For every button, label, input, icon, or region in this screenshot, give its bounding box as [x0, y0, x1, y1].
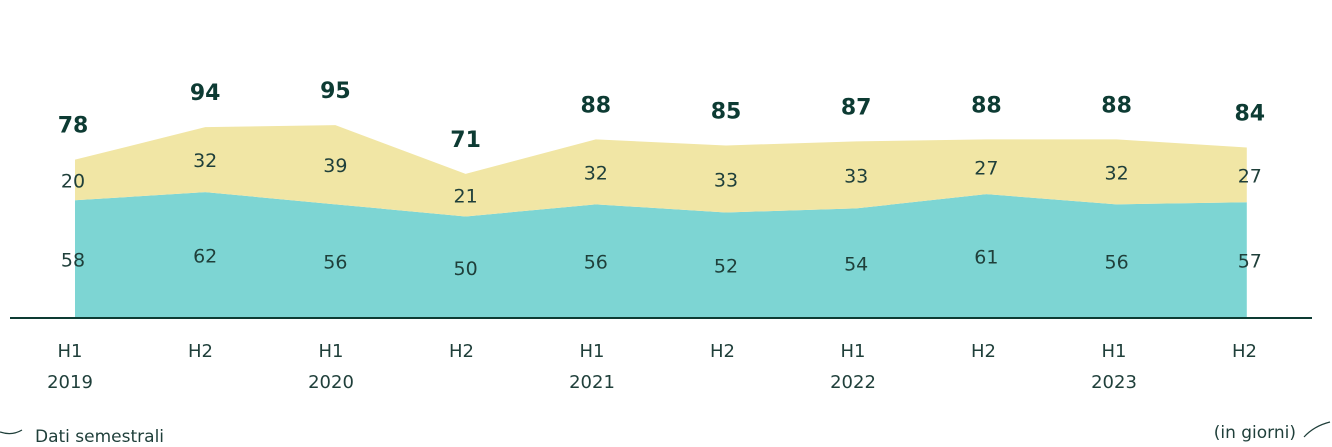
value-label: 58: [61, 250, 85, 272]
total-label: 88: [580, 93, 611, 118]
x-tick-label: 2023: [1091, 372, 1137, 393]
x-tick-label: H1: [841, 341, 866, 362]
x-tick-label: 2022: [830, 372, 876, 393]
x-tick-label: 2019: [47, 372, 93, 393]
value-label: 33: [714, 169, 738, 191]
x-tick-label: H1: [58, 341, 83, 362]
x-tick-label: H2: [971, 341, 996, 362]
x-tick-label: H2: [1232, 341, 1257, 362]
x-tick-label: H2: [188, 341, 213, 362]
value-label: 20: [61, 170, 85, 192]
total-label: 88: [1101, 93, 1132, 118]
value-label: 32: [193, 150, 217, 172]
value-label: 54: [844, 254, 868, 276]
total-label: 78: [58, 114, 89, 139]
x-tick-label: H1: [319, 341, 344, 362]
total-label: 84: [1234, 101, 1265, 126]
value-label: 52: [714, 256, 738, 278]
value-label: 39: [323, 155, 347, 177]
x-tick-label: H2: [449, 341, 474, 362]
area: [75, 125, 1247, 217]
total-label: 71: [450, 128, 481, 153]
value-label: 56: [584, 252, 608, 274]
value-label: 21: [454, 186, 478, 208]
value-label: 57: [1238, 251, 1262, 273]
total-label: 95: [320, 79, 351, 104]
footnote-right: (in giorni): [1214, 423, 1296, 443]
value-label: 56: [1105, 252, 1129, 274]
value-label: 27: [1238, 165, 1262, 187]
value-label: 33: [844, 165, 868, 187]
footnote-curve: [0, 429, 23, 435]
total-label: 85: [711, 99, 742, 124]
area: [75, 192, 1247, 318]
footnote-left: Dati semestrali: [35, 427, 164, 447]
value-label: 32: [584, 162, 608, 184]
value-label: 56: [323, 252, 347, 274]
footnote-curve: [1303, 421, 1331, 438]
x-tick-label: H1: [1102, 341, 1127, 362]
total-label: 88: [971, 93, 1002, 118]
value-label: 61: [974, 247, 998, 269]
x-tick-label: H2: [710, 341, 735, 362]
value-label: 50: [454, 258, 478, 280]
total-label: 87: [841, 95, 872, 120]
value-label: 27: [974, 157, 998, 179]
total-label: 94: [190, 81, 221, 106]
x-tick-label: 2020: [308, 372, 354, 393]
x-tick-label: 2021: [569, 372, 615, 393]
value-label: 32: [1105, 162, 1129, 184]
value-label: 62: [193, 246, 217, 268]
x-tick-label: H1: [580, 341, 605, 362]
